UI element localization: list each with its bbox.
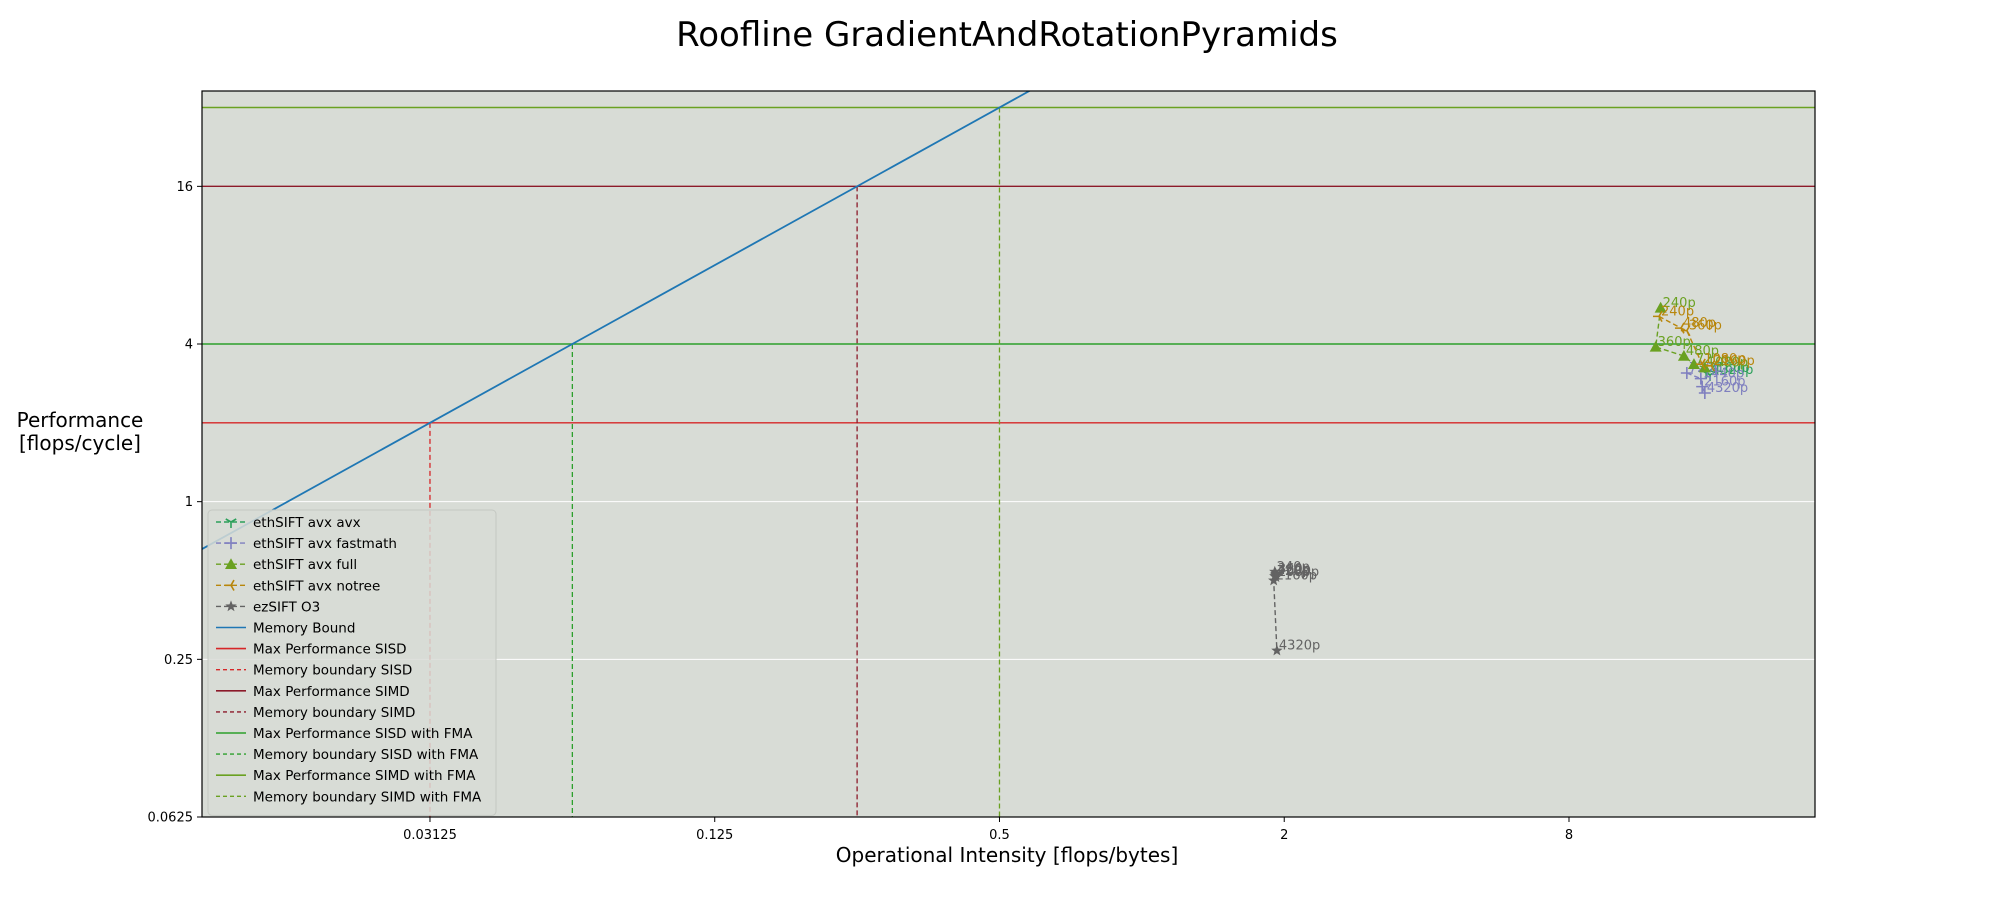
- series-line: [1654, 307, 1706, 369]
- tri-left-marker: [1680, 324, 1691, 337]
- legend-label: ethSIFT avx avx: [253, 515, 361, 531]
- y-axis-label-line1: Performance: [17, 408, 144, 432]
- point-label: 2160p: [1708, 361, 1749, 376]
- legend-label: Memory boundary SIMD with FMA: [253, 789, 482, 805]
- x-axis-label: Operational Intensity [flops/bytes]: [836, 843, 1179, 867]
- x-tick-label: 0.125: [696, 828, 733, 843]
- legend-label: ethSIFT avx notree: [253, 578, 380, 594]
- tri-left-marker: [1696, 358, 1706, 370]
- legend-label: Memory boundary SIMD: [253, 705, 415, 721]
- point-label: 1080p: [1278, 565, 1319, 580]
- point-label: 2160p: [1713, 354, 1754, 369]
- series-line: [1658, 315, 1712, 367]
- legend-entry: ethSIFT avx fastmath: [216, 536, 397, 552]
- y-tick-label: 0.0625: [148, 811, 194, 826]
- plus-marker: [1680, 366, 1693, 379]
- plus-marker: [225, 537, 237, 550]
- y-tick-label: 1: [185, 495, 193, 510]
- point-label: 4320p: [1279, 639, 1320, 654]
- point-label: 480p: [1683, 316, 1716, 331]
- legend-entry: ethSIFT avx avx: [216, 515, 361, 531]
- roofline-lines: [202, 91, 1815, 817]
- legend: ethSIFT avx avx ethSIFT avx fastmath ethSI…: [207, 509, 497, 816]
- legend-label: Memory boundary SISD with FMA: [253, 747, 479, 763]
- star-marker: [1268, 574, 1280, 586]
- legend-entry: Max Performance SIMD with FMA: [216, 768, 476, 784]
- plus-marker: [1698, 387, 1711, 400]
- legend-entry: Max Performance SISD: [216, 642, 407, 658]
- point-label: 360p: [1658, 335, 1691, 350]
- x-tick-label: 8: [1565, 828, 1573, 843]
- plus-marker: [1694, 372, 1707, 385]
- point-label: 480p: [1278, 563, 1311, 578]
- star-marker: [1270, 571, 1282, 582]
- tri-left-marker: [1653, 310, 1663, 322]
- x-tick-label: 2: [1280, 828, 1288, 843]
- plot-frame: [201, 90, 1816, 818]
- point-label: 4320p: [1707, 381, 1748, 396]
- legend-label: ezSIFT O3: [253, 599, 320, 615]
- legend-entry: ethSIFT avx full: [216, 557, 357, 573]
- point-label: 360p: [1689, 319, 1722, 334]
- triangle-marker: [1687, 358, 1700, 369]
- legend-label: Memory Bound: [253, 621, 355, 637]
- legend-entry: Memory boundary SIMD: [216, 705, 415, 721]
- y-tick-label: 16: [176, 180, 193, 195]
- legend-entry: Memory boundary SISD with FMA: [216, 747, 479, 763]
- tri-left-marker: [1705, 360, 1716, 372]
- point-label: 720p: [1277, 564, 1310, 579]
- x-tick-label: 0.03125: [403, 828, 457, 843]
- point-label: 240p: [1663, 296, 1696, 311]
- legend-entry: Memory Bound: [216, 621, 355, 637]
- memory-bound-line: [202, 91, 1032, 550]
- legend-label: Memory boundary SISD: [253, 663, 412, 679]
- legend-label: ethSIFT avx fastmath: [253, 536, 397, 552]
- point-label: 360p: [1278, 562, 1311, 577]
- plus-marker: [1696, 380, 1709, 393]
- star-marker: [1271, 644, 1283, 656]
- point-label: 1080p: [1707, 356, 1748, 371]
- chart-title: Roofline GradientAndRotationPyramids: [676, 15, 1338, 55]
- legend-entry: ethSIFT avx notree: [216, 578, 380, 594]
- data-series: 2160p4320p720p1440p2160p4320p240p360p480…: [1268, 296, 1755, 656]
- tri-left-marker: [225, 579, 235, 591]
- legend-label: Max Performance SISD: [253, 642, 407, 658]
- triangle-marker: [1649, 340, 1662, 352]
- triangle-marker: [1677, 349, 1690, 361]
- legend-label: Max Performance SIMD with FMA: [253, 768, 476, 784]
- point-label: 240p: [1661, 304, 1694, 319]
- tri-down-marker: [225, 518, 237, 528]
- axis-ticks: 0.0625 0.25 1 4 16 0.03125 0.125 0.5 2 8: [148, 180, 1574, 843]
- star-marker: [225, 600, 237, 612]
- legend-entry: Max Performance SIMD: [216, 684, 410, 700]
- y-tick-label: 0.25: [164, 653, 193, 668]
- point-label: 1080p: [1704, 352, 1745, 367]
- legend-entry: Memory boundary SIMD with FMA: [216, 789, 482, 805]
- triangle-marker: [225, 558, 237, 569]
- legend-label: Max Performance SISD with FMA: [253, 726, 473, 742]
- triangle-marker: [1698, 361, 1711, 373]
- legend-entry: Max Performance SISD with FMA: [216, 726, 473, 742]
- point-label: 4320p: [1712, 363, 1753, 378]
- legend-label: ethSIFT avx full: [253, 557, 357, 573]
- legend-box: [207, 509, 497, 816]
- series-group: 720p1440p2160p4320p: [1680, 361, 1748, 400]
- legend-label: Max Performance SIMD: [253, 684, 410, 700]
- legend-entry: Memory boundary SISD: [216, 663, 412, 679]
- point-label: 2160p: [1704, 375, 1745, 390]
- y-axis-label-line2: [flops/cycle]: [19, 431, 141, 455]
- legend-entry: ezSIFT O3: [216, 599, 320, 615]
- triangle-marker: [1654, 301, 1667, 313]
- x-tick-label: 0.5: [989, 828, 1010, 843]
- point-label: 2160p: [1276, 569, 1317, 584]
- y-tick-label: 4: [185, 338, 193, 353]
- point-label: 240p: [1277, 560, 1310, 575]
